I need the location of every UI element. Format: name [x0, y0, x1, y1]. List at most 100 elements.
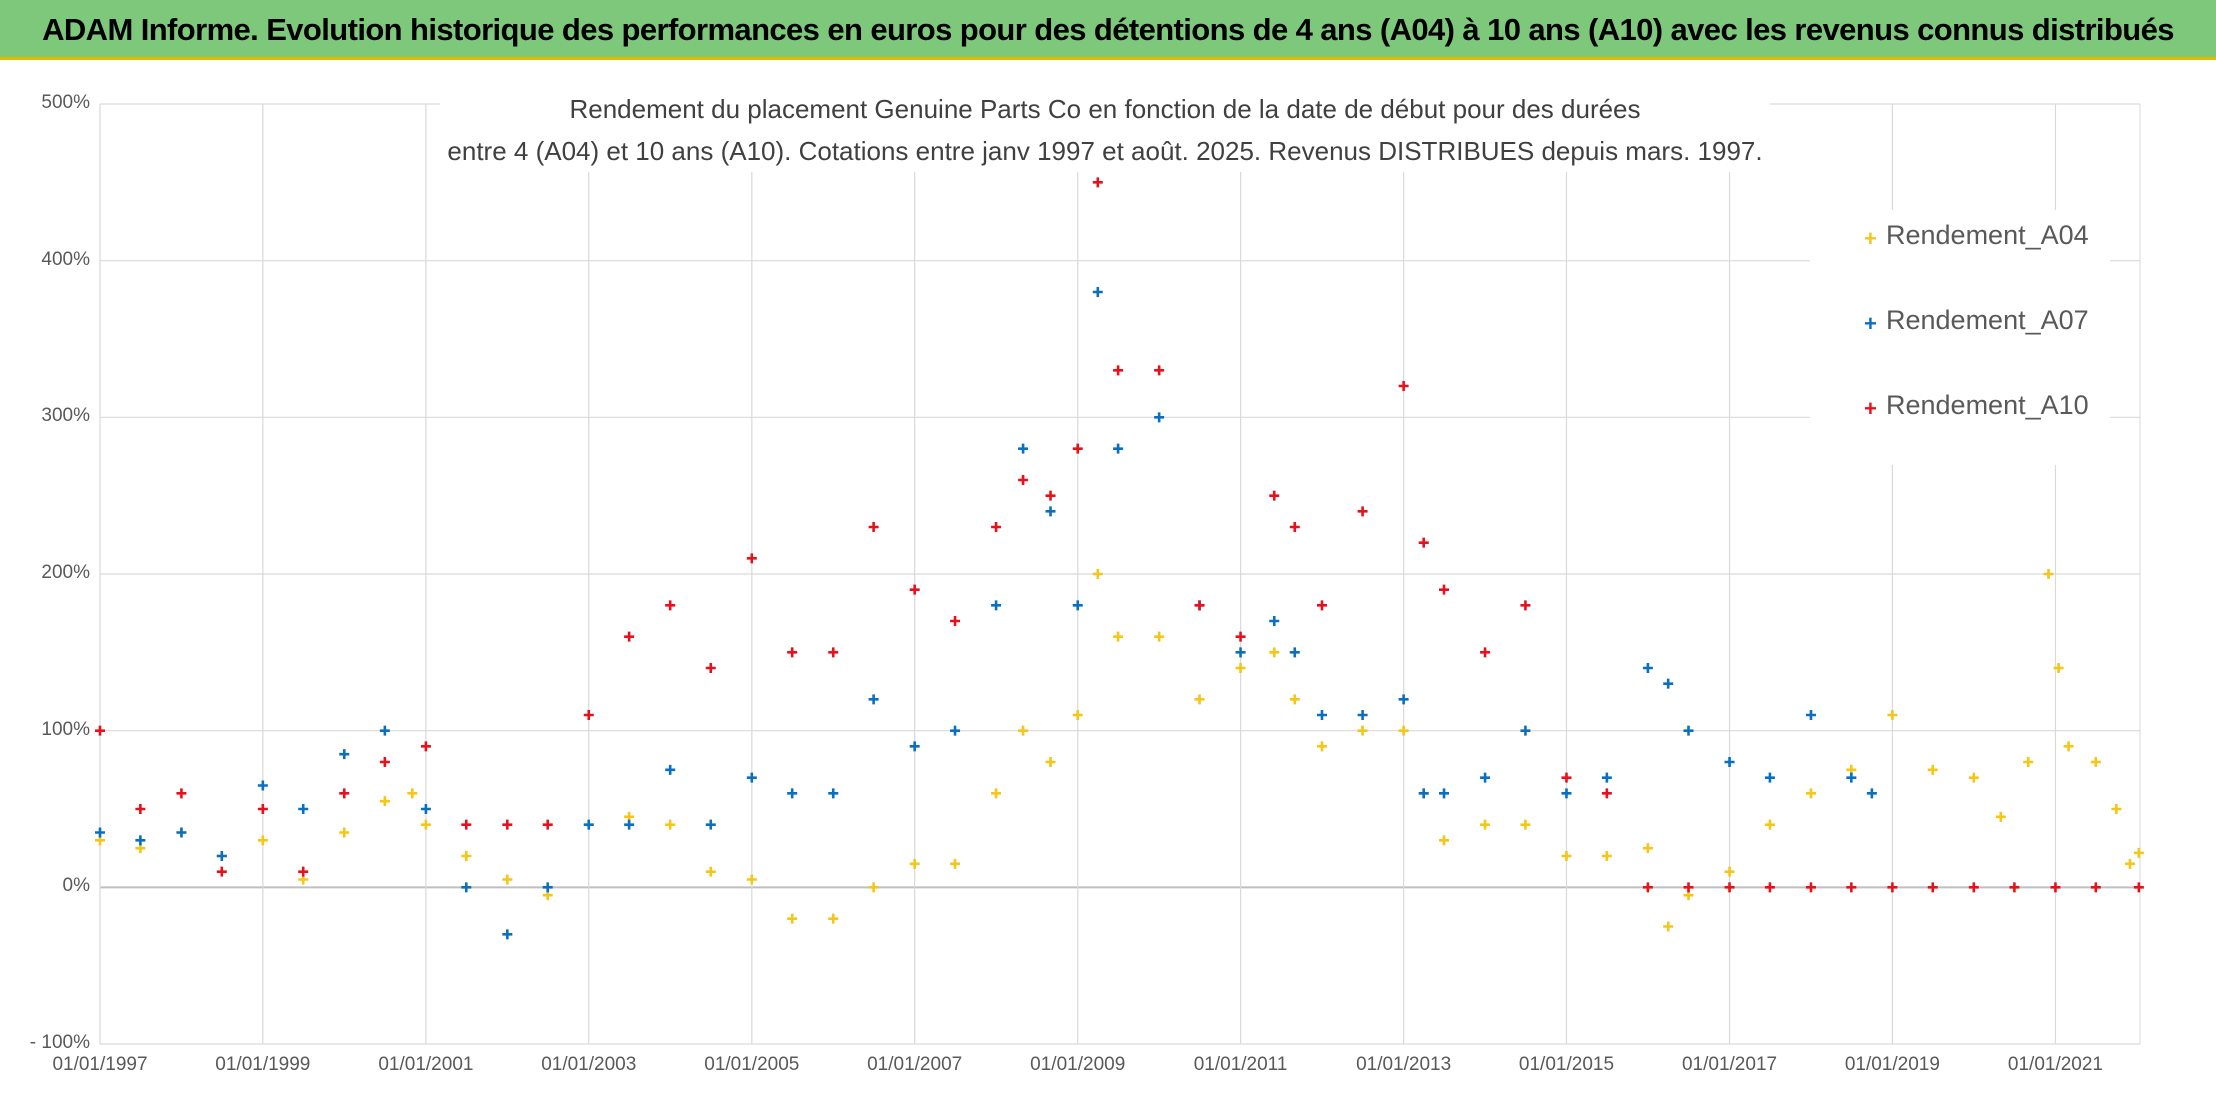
x-tick-label: 01/01/2017	[1681, 1054, 1778, 1075]
chart-title-line2: entre 4 (A04) et 10 ans (A10). Cotations…	[447, 136, 1763, 166]
data-point	[705, 866, 716, 877]
data-point	[1968, 882, 1979, 893]
data-point	[1018, 475, 1029, 485]
legend-label-a07: Rendement_A07	[1886, 305, 2089, 335]
data-point	[542, 819, 553, 830]
data-point	[1663, 678, 1674, 689]
data-point	[583, 819, 594, 830]
data-point	[1289, 647, 1300, 658]
banner-title: ADAM Informe. Evolution historique des p…	[42, 12, 2174, 47]
data-point	[746, 553, 757, 564]
data-point	[868, 694, 879, 705]
data-point	[1439, 835, 1450, 846]
data-point	[1927, 764, 1938, 775]
data-point	[1269, 616, 1280, 626]
y-tick-label: 300%	[41, 405, 90, 427]
data-point	[1269, 490, 1280, 501]
data-point	[1269, 647, 1280, 658]
legend: + Rendement_A04 Rendement_A07 + Rendemen…	[1810, 210, 2110, 465]
data-point	[1561, 772, 1572, 783]
data-point	[746, 772, 757, 783]
data-point	[1092, 287, 1103, 297]
data-point	[257, 804, 268, 814]
data-point	[909, 584, 920, 595]
data-point	[176, 827, 187, 838]
x-tick-label: 01/01/2001	[378, 1054, 474, 1075]
data-point	[1561, 788, 1572, 799]
data-point	[1683, 882, 1694, 893]
data-point	[1398, 725, 1409, 736]
data-point	[2053, 663, 2064, 673]
data-point	[1805, 788, 1816, 799]
data-point	[1995, 811, 2006, 822]
y-tick-label: 200%	[41, 562, 90, 583]
data-point	[339, 827, 350, 838]
y-tick-label: - 100%	[29, 1032, 90, 1053]
data-point	[1846, 772, 1857, 783]
data-point	[2009, 882, 2020, 893]
data-point	[991, 788, 1002, 799]
data-point	[1113, 365, 1124, 376]
data-point	[1154, 412, 1165, 423]
legend-label-a10: Rendement_A10	[1886, 390, 2089, 420]
data-point	[1235, 647, 1246, 658]
data-point	[583, 710, 594, 720]
data-point	[1520, 819, 1531, 830]
data-point	[665, 600, 676, 611]
data-point	[1045, 506, 1056, 517]
data-point	[1018, 725, 1029, 736]
data-point	[339, 788, 350, 799]
data-point	[828, 788, 839, 799]
data-point	[1764, 882, 1775, 893]
x-tick-label: 01/01/2021	[2007, 1054, 2103, 1075]
chart-title-line1: Rendement du placement Genuine Parts Co …	[569, 94, 1641, 124]
data-point	[1398, 381, 1409, 391]
header-banner: ADAM Informe. Evolution historique des p…	[0, 0, 2216, 60]
data-point	[1092, 569, 1103, 579]
series-Rendement_A04	[95, 569, 2144, 932]
data-point	[1045, 490, 1056, 501]
data-point	[1520, 600, 1531, 611]
data-point	[1072, 710, 1083, 720]
data-point	[1866, 788, 1877, 799]
data-point	[1418, 537, 1429, 548]
data-point	[2124, 858, 2135, 869]
data-point	[407, 788, 418, 799]
data-point	[379, 725, 390, 736]
data-point	[1480, 819, 1491, 830]
data-point	[1683, 725, 1694, 736]
chart-svg	[95, 103, 2144, 1045]
data-point	[1642, 663, 1653, 673]
data-point	[1194, 694, 1205, 705]
data-point	[1764, 772, 1775, 783]
data-point	[1724, 866, 1735, 877]
data-point	[991, 600, 1002, 611]
data-point	[1480, 772, 1491, 783]
data-point	[1316, 741, 1327, 752]
data-point	[2090, 882, 2101, 893]
data-point	[95, 827, 105, 838]
data-point	[909, 858, 920, 869]
x-tick-label: 01/01/2009	[1030, 1054, 1126, 1075]
data-point	[298, 866, 309, 877]
data-point	[420, 741, 431, 752]
data-point	[95, 725, 105, 736]
data-point	[787, 913, 798, 924]
data-point	[1018, 443, 1029, 454]
data-point	[1072, 600, 1083, 611]
data-point	[216, 866, 227, 877]
data-point	[2111, 804, 2122, 814]
data-point	[135, 804, 146, 814]
data-point	[1846, 882, 1857, 893]
x-tick-label: 01/01/2005	[704, 1054, 800, 1075]
data-point	[2023, 757, 2034, 767]
data-point	[909, 741, 920, 752]
data-point	[1601, 772, 1612, 783]
x-tick-label: 01/01/2007	[867, 1054, 963, 1075]
data-point	[1724, 757, 1735, 767]
data-point	[868, 522, 879, 532]
x-tick-label: 01/01/2011	[1193, 1054, 1288, 1075]
data-point	[1642, 843, 1653, 854]
data-point	[787, 788, 798, 799]
data-point	[1113, 443, 1124, 454]
